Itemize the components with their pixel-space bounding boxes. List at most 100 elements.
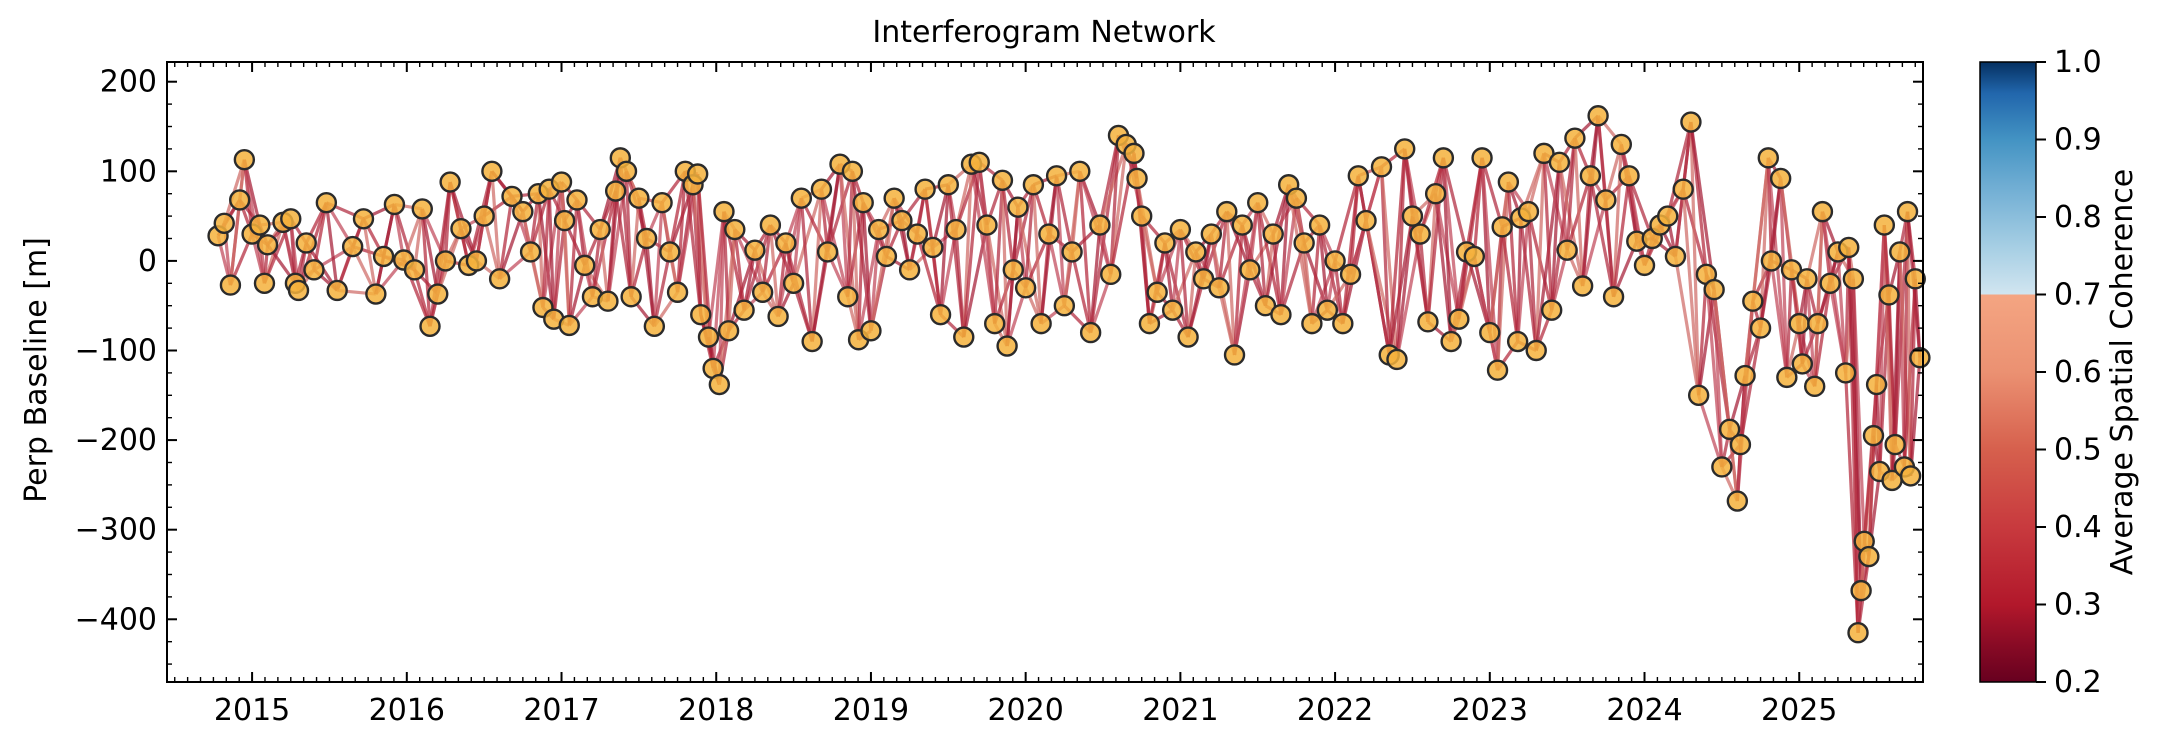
acquisition-point	[1780, 259, 1803, 281]
interferogram-edge	[482, 215, 502, 280]
acquisition-point	[852, 191, 874, 214]
acquisition-point	[1347, 165, 1369, 187]
acquisition-point	[1587, 105, 1609, 127]
acquisition-point	[473, 205, 495, 227]
interferogram-edge	[1310, 224, 1322, 324]
acquisition-point	[1332, 312, 1354, 335]
acquisition-point	[550, 171, 573, 193]
acquisition-point	[1448, 308, 1470, 330]
interferogram-edge	[799, 198, 814, 342]
interferogram-edge	[1909, 357, 1922, 477]
colorbar-tick-label: 0.5	[2054, 433, 2102, 468]
interferogram-edge	[1681, 189, 1701, 396]
acquisition-point	[1776, 366, 1798, 389]
interferogram-edge	[1516, 211, 1531, 342]
interferogram-edge	[810, 189, 824, 342]
interferogram-edge	[1769, 178, 1783, 262]
y-tick-label: −400	[75, 602, 157, 637]
interferogram-edge	[1526, 211, 1538, 351]
interferogram-edge	[826, 170, 854, 253]
acquisition-point	[352, 208, 375, 230]
acquisition-point	[1223, 344, 1246, 366]
acquisition-point	[1672, 178, 1694, 200]
acquisition-point	[1254, 294, 1277, 317]
network-edges	[216, 114, 1922, 633]
acquisition-point	[841, 160, 864, 183]
acquisition-point	[1123, 142, 1145, 165]
interferogram-edge	[1769, 260, 1789, 378]
interferogram-edge	[819, 188, 850, 298]
interferogram-edge	[761, 224, 772, 293]
acquisition-point	[512, 200, 534, 223]
interferogram-edge	[861, 202, 873, 331]
interferogram-edge	[1813, 283, 1832, 387]
acquisition-point	[1556, 239, 1578, 261]
acquisition-point	[898, 259, 921, 281]
interferogram-edge	[1495, 181, 1510, 371]
interferogram-edge	[1016, 206, 1043, 324]
acquisition-point	[1680, 111, 1702, 133]
acquisition-point	[782, 272, 805, 295]
interferogram-edge	[1024, 184, 1035, 288]
plot-frame	[166, 61, 1924, 683]
acquisition-point	[1138, 312, 1161, 335]
acquisition-point	[1185, 241, 1207, 263]
acquisition-point	[686, 163, 709, 185]
acquisition-point	[1533, 142, 1555, 165]
interferogram-edge	[1232, 224, 1244, 356]
acquisition-point	[1417, 311, 1439, 333]
acquisition-point	[620, 286, 642, 308]
acquisition-point	[759, 214, 782, 236]
acquisition-point	[810, 178, 833, 200]
x-axis-ticks: 2015 2016 2017 2018 2019 2020 2021 2022 2023 2024…	[174, 62, 1916, 728]
interferogram-edge	[1217, 287, 1237, 356]
acquisition-point	[1491, 216, 1513, 238]
acquisition-point	[1791, 353, 1814, 375]
acquisition-point	[233, 148, 256, 171]
interferogram-edge	[490, 171, 502, 279]
y-tick-label: 200	[100, 65, 157, 100]
acquisition-point	[450, 217, 472, 240]
acquisition-point	[1878, 284, 1900, 306]
acquisition-point	[1729, 433, 1752, 456]
colorbar-label: Average Spatial Coherence	[2105, 169, 2140, 575]
acquisition-point	[1749, 317, 1772, 339]
acquisition-point	[1579, 165, 1602, 187]
acquisition-point	[1884, 433, 1906, 456]
interferogram-edge	[312, 202, 328, 271]
acquisition-point	[419, 315, 441, 338]
acquisition-point	[1847, 622, 1869, 644]
x-tick-label: 2024	[1606, 693, 1682, 728]
acquisition-point	[219, 274, 242, 296]
interferogram-edge	[563, 220, 571, 326]
acquisition-point	[1002, 259, 1024, 281]
acquisition-point	[1506, 330, 1529, 353]
acquisition-point	[253, 272, 276, 295]
acquisition-point	[968, 151, 990, 174]
interferogram-edge	[931, 247, 943, 315]
interferogram-edge	[1689, 121, 1701, 396]
interferogram-edge	[1712, 289, 1724, 468]
acquisition-point	[713, 200, 735, 223]
acquisition-point	[1262, 223, 1284, 245]
interferogram-edge	[443, 181, 452, 261]
acquisition-point	[1896, 200, 1919, 223]
colorbar-ticks: 0.2 0.3 0.4 0.5 0.6 0.7 0.8 0.9 1.0	[2036, 45, 2102, 700]
acquisition-point	[1146, 281, 1168, 303]
acquisition-point	[1161, 299, 1184, 321]
acquisition-point	[984, 312, 1006, 335]
acquisition-point	[929, 303, 952, 326]
acquisition-point	[816, 241, 839, 263]
interferogram-edge	[1348, 175, 1360, 275]
acquisition-point	[519, 241, 542, 263]
acquisition-point	[1610, 133, 1633, 156]
acquisition-point	[1355, 209, 1377, 232]
interferogram-edge	[552, 220, 567, 320]
interferogram-edge	[727, 229, 737, 331]
interferogram-edge	[869, 229, 881, 331]
interferogram-edge	[1000, 180, 1015, 271]
x-tick-label: 2016	[369, 693, 445, 728]
acquisition-point	[883, 187, 905, 209]
interferogram-edge	[717, 211, 726, 385]
acquisition-point	[1909, 346, 1931, 369]
